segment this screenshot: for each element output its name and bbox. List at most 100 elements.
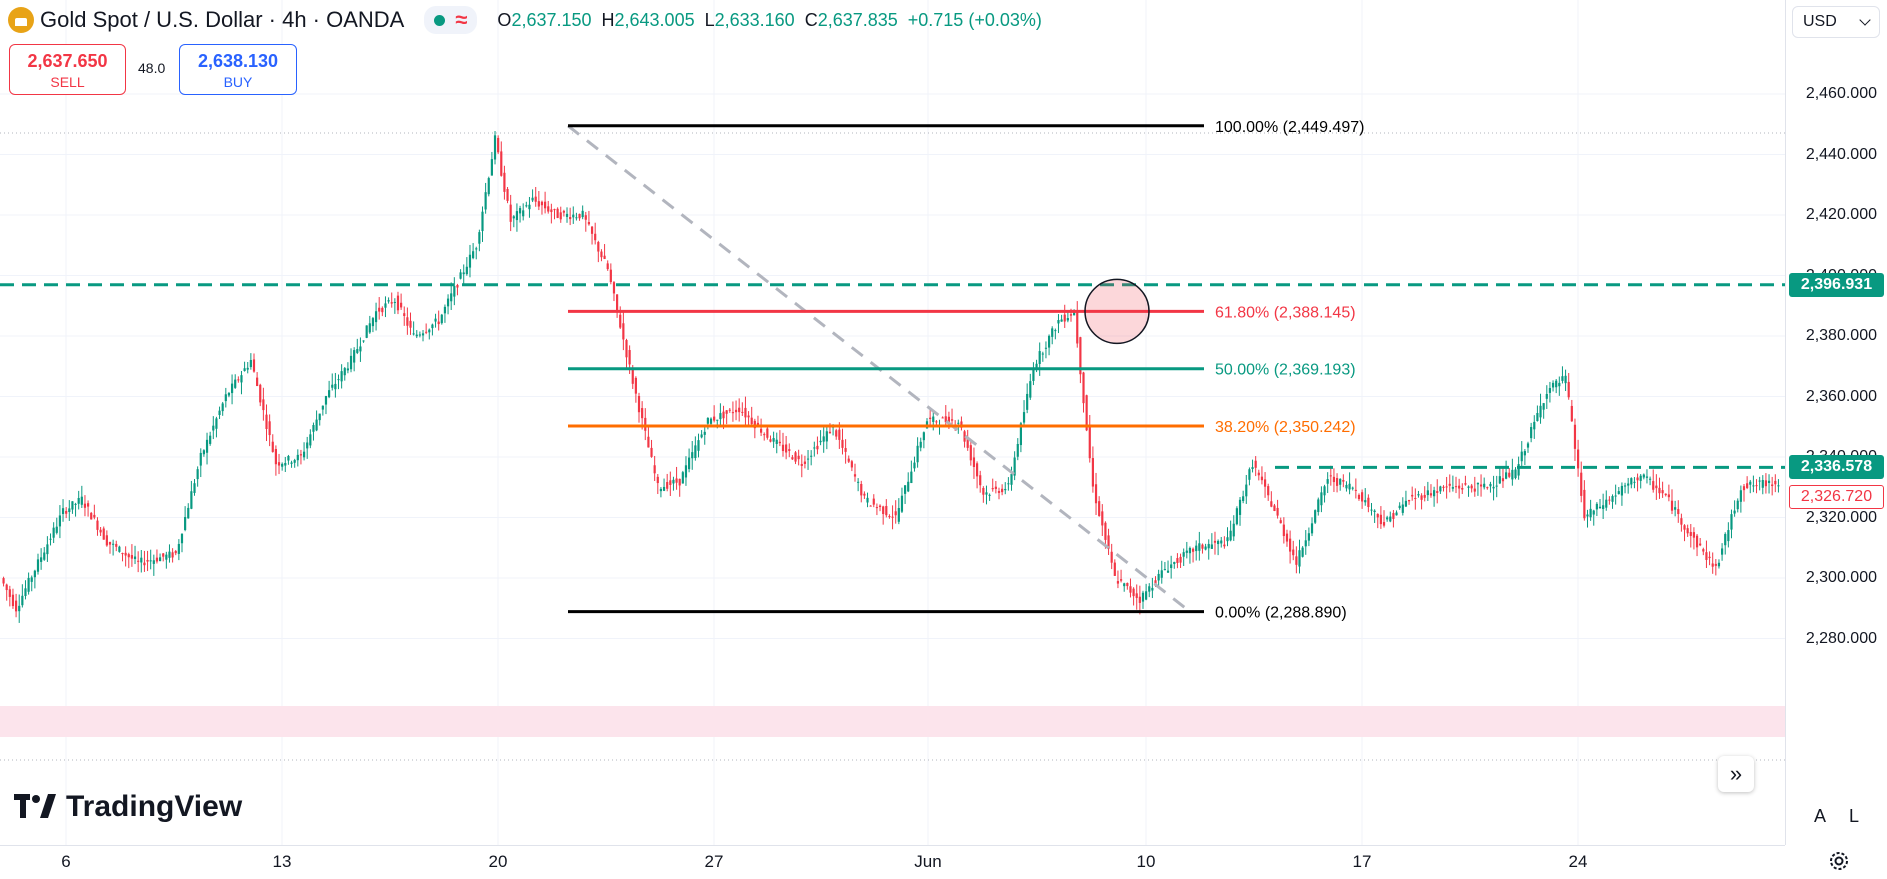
candle-body bbox=[1564, 375, 1567, 384]
price-level-tag[interactable]: 2,336.578 bbox=[1789, 455, 1884, 480]
time-tick-label: 24 bbox=[1568, 852, 1588, 871]
symbol-legend: Gold Spot / U.S. Dollar · 4h · OANDA ≈ O… bbox=[8, 6, 1042, 34]
candle-body bbox=[1041, 353, 1044, 355]
candle-body bbox=[662, 486, 666, 491]
candle-body bbox=[1082, 372, 1085, 404]
candle-body bbox=[656, 476, 659, 484]
candle-body bbox=[1758, 480, 1761, 482]
candle-body bbox=[33, 570, 36, 578]
candle-body bbox=[1273, 505, 1276, 511]
candle-body bbox=[1217, 540, 1220, 545]
candle-body bbox=[750, 417, 753, 425]
candle-body bbox=[1191, 548, 1195, 552]
candle-body bbox=[1548, 388, 1552, 393]
candle-body bbox=[165, 554, 168, 560]
candle-body bbox=[612, 282, 616, 294]
candle-body bbox=[1764, 480, 1768, 487]
candle-body bbox=[1645, 476, 1649, 478]
candle-body bbox=[105, 535, 108, 546]
candle-body bbox=[1260, 476, 1264, 481]
candle-body bbox=[922, 432, 925, 441]
candle-body bbox=[622, 323, 625, 340]
candle-body bbox=[425, 331, 428, 333]
price-level-tag[interactable]: 2,326.720 bbox=[1789, 485, 1884, 510]
sell-button[interactable]: 2,637.650 SELL bbox=[9, 44, 126, 95]
candle-body bbox=[888, 516, 891, 518]
candle-body bbox=[1501, 478, 1505, 482]
candle-body bbox=[271, 441, 274, 452]
log-scale-button[interactable]: L bbox=[1848, 805, 1859, 826]
candle-body bbox=[1320, 492, 1323, 506]
price-level-tag[interactable]: 2,396.931 bbox=[1789, 272, 1884, 297]
candle-body bbox=[669, 480, 672, 485]
candle-body bbox=[1022, 412, 1026, 423]
candle-body bbox=[1639, 475, 1642, 481]
candle-body bbox=[694, 445, 697, 459]
candle-body bbox=[587, 222, 591, 225]
candle-body bbox=[1173, 561, 1176, 565]
candle-body bbox=[493, 135, 497, 160]
candle-body bbox=[287, 456, 290, 461]
candle-body bbox=[688, 457, 691, 470]
candle-body bbox=[1652, 481, 1655, 490]
candle-body bbox=[284, 462, 287, 466]
buy-button[interactable]: 2,638.130 BUY bbox=[179, 44, 297, 95]
candle-body bbox=[337, 379, 340, 381]
tradingview-watermark[interactable]: TradingView bbox=[14, 790, 242, 824]
candle-body bbox=[1630, 478, 1633, 485]
price-scale[interactable] bbox=[1785, 0, 1887, 845]
candle-body bbox=[1602, 505, 1605, 510]
candle-body bbox=[349, 355, 353, 370]
low-label: L bbox=[704, 9, 715, 30]
candle-body bbox=[644, 417, 647, 431]
candle-body bbox=[947, 416, 951, 426]
candle-body bbox=[1636, 477, 1639, 481]
candle-body bbox=[1523, 451, 1526, 456]
candle-body bbox=[450, 293, 453, 302]
candle-body bbox=[259, 384, 262, 403]
market-status[interactable]: ≈ bbox=[424, 6, 478, 34]
candle-body bbox=[600, 251, 603, 258]
candle-body bbox=[878, 505, 882, 507]
candle-body bbox=[537, 201, 540, 207]
candle-body bbox=[903, 485, 907, 494]
gear-icon[interactable] bbox=[1826, 848, 1852, 874]
price-tick-label: 2,460.000 bbox=[1805, 85, 1877, 102]
candle-body bbox=[1683, 525, 1686, 530]
candle-body bbox=[21, 595, 24, 606]
candle-body bbox=[1085, 395, 1088, 431]
price-chart[interactable]: 100.00% (2,449.497) 61.80% (2,388.145) 50.… bbox=[0, 0, 1785, 845]
candle-body bbox=[1736, 500, 1739, 510]
chart-pane[interactable]: 100.00% (2,449.497) 61.80% (2,388.145) 50.… bbox=[0, 0, 1785, 845]
symbol-title[interactable]: Gold Spot / U.S. Dollar · 4h · OANDA bbox=[40, 7, 405, 32]
fib-level-label: 0.00% (2,288.890) bbox=[1215, 605, 1347, 622]
candle-body bbox=[418, 334, 421, 336]
candle-body bbox=[910, 471, 913, 484]
candle-body bbox=[675, 478, 678, 483]
candle-body bbox=[1166, 570, 1170, 573]
candle-body bbox=[484, 192, 487, 210]
candle-body bbox=[187, 507, 190, 519]
scroll-to-realtime-button[interactable]: » bbox=[1718, 756, 1754, 792]
price-tick-label: 2,360.000 bbox=[1805, 387, 1877, 405]
candle-body bbox=[1708, 556, 1711, 559]
candle-body bbox=[1138, 596, 1141, 603]
auto-scale-button[interactable]: A bbox=[1813, 805, 1826, 826]
candle-body bbox=[791, 457, 794, 460]
candle-body bbox=[1195, 545, 1198, 552]
currency-select[interactable]: USD bbox=[1792, 6, 1880, 38]
candle-body bbox=[465, 266, 468, 275]
time-scale[interactable]: 6 13 20 27 Jun 10 17 24 bbox=[0, 845, 1785, 876]
candle-body bbox=[1101, 511, 1104, 526]
candle-body bbox=[224, 394, 227, 402]
candle-body bbox=[1561, 376, 1564, 381]
candle-body bbox=[944, 416, 947, 423]
candle-body bbox=[1307, 533, 1310, 541]
candle-body bbox=[299, 454, 303, 456]
time-tick-label: 20 bbox=[488, 852, 508, 871]
candle-body bbox=[1551, 382, 1555, 388]
fib-level-label: 38.20% (2,350.242) bbox=[1215, 419, 1356, 436]
candle-body bbox=[1483, 483, 1486, 488]
candle-body bbox=[565, 213, 569, 217]
candle-body bbox=[1063, 314, 1066, 322]
